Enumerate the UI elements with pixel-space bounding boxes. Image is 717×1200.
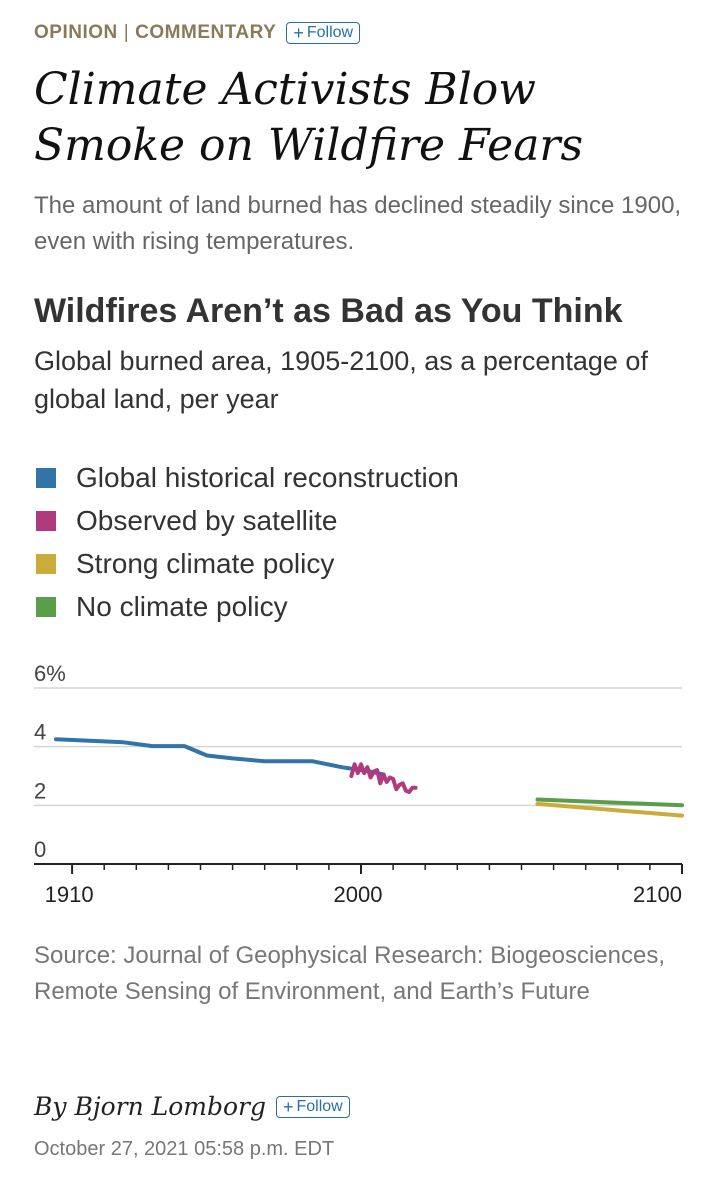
y-tick-label: 6%: [34, 661, 66, 686]
legend-label: Strong climate policy: [76, 547, 335, 579]
legend-swatch: [36, 510, 56, 531]
plus-icon: +: [282, 1096, 294, 1117]
legend-item: Global historical reconstruction: [36, 456, 459, 499]
follow-author-label: Follow: [296, 1097, 343, 1115]
chart-legend: Global historical reconstruction Observe…: [36, 456, 459, 628]
legend-swatch: [36, 553, 56, 574]
line-chart: 0 2 4 6% 1910 2000 2100: [34, 661, 684, 907]
x-tick-label: 2000: [334, 882, 383, 907]
legend-item: Strong climate policy: [36, 542, 459, 585]
series-line-no-climate-policy: [535, 797, 684, 808]
y-tick-label: 2: [34, 778, 46, 803]
section-opinion-link[interactable]: OPINION: [34, 22, 118, 43]
legend-label: No climate policy: [76, 590, 288, 622]
series-line-observed-by-satellite: [349, 762, 418, 795]
legend-label: Global historical reconstruction: [76, 461, 459, 493]
publish-timestamp: October 27, 2021 05:58 p.m. EDT: [34, 1138, 335, 1160]
legend-item: No climate policy: [36, 585, 459, 628]
series-line-strong-climate-policy: [535, 801, 684, 818]
x-tick-label: 2100: [633, 882, 682, 907]
plus-icon: +: [293, 23, 304, 43]
follow-section-button[interactable]: + Follow: [286, 22, 361, 44]
legend-item: Observed by satellite: [36, 499, 459, 542]
headline: Climate Activists Blow Smoke on Wildfire…: [34, 64, 584, 171]
follow-section-label: Follow: [306, 24, 354, 41]
section-commentary-link[interactable]: COMMENTARY: [135, 22, 277, 43]
chart-subtitle: Global burned area, 1905-2100, as a perc…: [34, 346, 648, 414]
chart-title: Wildfires Aren’t as Bad as You Think: [34, 292, 623, 330]
legend-label: Observed by satellite: [76, 504, 338, 536]
source-note: Source: Journal of Geophysical Research:…: [34, 942, 666, 1005]
section-separator: |: [123, 22, 130, 43]
section-label: OPINION | COMMENTARY + Follow: [34, 22, 361, 44]
y-tick-label: 0: [34, 837, 46, 862]
legend-swatch: [36, 596, 56, 617]
author-name[interactable]: By Bjorn Lomborg: [34, 1092, 266, 1121]
y-tick-label: 4: [34, 720, 46, 745]
x-tick-label: 1910: [45, 882, 94, 907]
follow-author-button[interactable]: + Follow: [275, 1095, 350, 1118]
legend-swatch: [36, 467, 56, 488]
series-line-global-historical-reconstruction: [54, 737, 386, 777]
dek: The amount of land burned has declined s…: [34, 192, 682, 255]
byline: By Bjorn Lomborg + Follow: [34, 1092, 350, 1121]
